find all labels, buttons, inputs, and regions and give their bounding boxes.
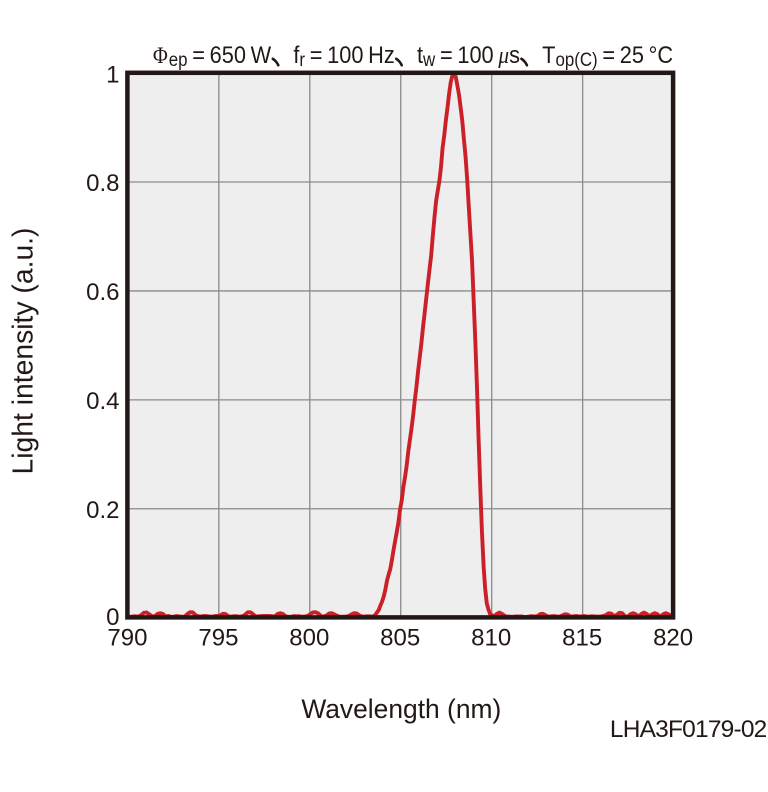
svg-text:0.6: 0.6 — [86, 279, 119, 306]
svg-text:1: 1 — [106, 62, 119, 89]
svg-text:810: 810 — [471, 625, 511, 652]
svg-text:805: 805 — [380, 625, 420, 652]
svg-text:0.2: 0.2 — [86, 497, 119, 524]
svg-text:795: 795 — [198, 625, 238, 652]
svg-text:790: 790 — [107, 625, 147, 652]
svg-text:0: 0 — [106, 604, 119, 631]
svg-text:820: 820 — [653, 625, 693, 652]
svg-text:0.8: 0.8 — [86, 170, 119, 197]
svg-text:815: 815 — [562, 625, 602, 652]
svg-text:0.4: 0.4 — [86, 388, 119, 415]
svg-text:800: 800 — [289, 625, 329, 652]
